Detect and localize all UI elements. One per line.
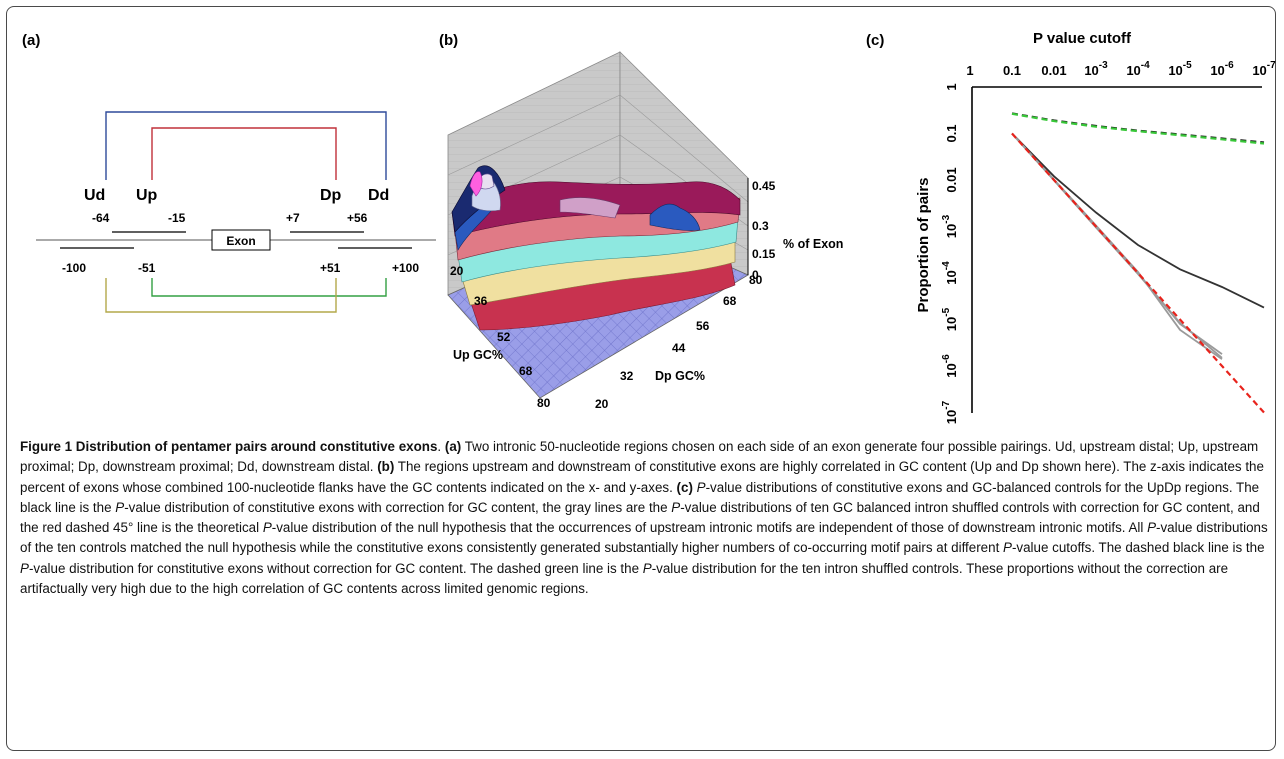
y-tick-label: 10-6 — [941, 354, 959, 378]
caption-segment: P — [642, 560, 652, 576]
bracket-ud-dp — [105, 278, 337, 313]
x-axis-title: P value cutoff — [1033, 30, 1132, 47]
y-tick-label: 0.01 — [944, 167, 959, 192]
x-tick-label: 10-3 — [1084, 60, 1108, 78]
caption-segment: -value distributions of the ten controls… — [20, 520, 1268, 556]
z-tick-3: 0 — [752, 268, 759, 282]
caption-segment: Figure 1 Distribution of pentamer pairs … — [20, 439, 438, 454]
caption-segment: (b) — [377, 459, 395, 475]
y-tick-label: 10-4 — [941, 261, 959, 285]
x-tick-label: 10-7 — [1252, 60, 1276, 78]
caption-segment: -value distributions of constitutive exo… — [20, 479, 1260, 515]
region-dp-label: Dp — [320, 187, 342, 204]
caption-segment: P — [696, 479, 706, 495]
coord-plus-7: +7 — [286, 211, 300, 225]
y-tick-label: 10-5 — [941, 307, 959, 331]
bracket-up-dp — [151, 127, 337, 180]
coord-minus-100: -100 — [62, 261, 86, 275]
panel-b: (b) 0.45 0.3 0.15 0 % of Exon 20 — [439, 32, 843, 411]
dp-axis-label: Dp GC% — [655, 369, 705, 383]
bracket-up-dd — [151, 278, 387, 297]
coord-minus-15: -15 — [168, 211, 186, 225]
panel-b-label: (b) — [439, 32, 458, 49]
x-tick-label: 10-6 — [1210, 60, 1234, 78]
x-tick-label: 10-4 — [1126, 60, 1150, 78]
up-tick-2: 52 — [497, 330, 511, 344]
caption-segment: -value distributions of ten GC balanced … — [20, 499, 1260, 536]
x-tick-label: 10-5 — [1168, 60, 1192, 78]
caption-segment: P — [671, 499, 681, 515]
up-tick-1: 36 — [474, 294, 488, 308]
caption-segment: P — [20, 560, 29, 576]
caption-segment: P — [115, 499, 125, 515]
caption-segment: -value distribution of constitutive exon… — [124, 499, 672, 515]
y-tick-label: 0.1 — [944, 124, 959, 142]
caption-segment: -value distribution for the ten intron s… — [20, 560, 1229, 597]
y-tick-label: 10-7 — [941, 400, 959, 424]
caption-segment: (c) — [676, 479, 693, 495]
x-tick-label: 0.01 — [1041, 63, 1066, 78]
caption-segment: -value cutoffs. The dashed black line is… — [1011, 540, 1265, 556]
dp-tick-3: 44 — [672, 341, 686, 355]
y-axis-ticks: 1 0.1 0.01 10-3 10-4 10-5 10-6 10-7 — [941, 83, 959, 424]
dp-tick-2: 56 — [696, 319, 710, 333]
series-line-0 — [1011, 132, 1265, 309]
coord-plus-51: +51 — [320, 261, 341, 275]
up-tick-4: 80 — [537, 396, 551, 410]
up-tick-3: 68 — [519, 364, 533, 378]
panel-c-label: (c) — [866, 32, 884, 49]
dp-tick-0: 80 — [749, 273, 763, 287]
panel-a: (a) Ud Up Dp Dd -64 -15 +7 +56 Exon -100… — [22, 32, 436, 313]
x-tick-label: 0.1 — [1003, 63, 1021, 78]
x-axis-ticks: 1 0.1 0.01 10-3 10-4 10-5 10-6 10-7 — [966, 60, 1276, 78]
figure-caption: Figure 1 Distribution of pentamer pairs … — [20, 437, 1270, 599]
caption-segment: P — [1003, 540, 1012, 556]
z-tick-2: 0.15 — [752, 247, 776, 261]
up-tick-0: 20 — [450, 264, 464, 278]
caption-segment: Two intronic 50-nucleotide regions chose… — [20, 439, 1259, 475]
series-line-5 — [1011, 112, 1265, 144]
up-axis-label: Up GC% — [453, 348, 503, 362]
coord-plus-56: +56 — [347, 211, 368, 225]
caption-segment: -value distribution for constitutive exo… — [28, 560, 643, 576]
z-tick-0: 0.45 — [752, 179, 776, 193]
z-axis-label: % of Exon — [783, 237, 843, 251]
caption-segment: P — [262, 520, 272, 536]
figure-graphics: (a) Ud Up Dp Dd -64 -15 +7 +56 Exon -100… — [22, 30, 1276, 424]
region-ud-label: Ud — [84, 187, 105, 204]
y-tick-label: 10-3 — [941, 214, 959, 238]
caption-segment: . — [437, 439, 445, 454]
y-axis-title: Proportion of pairs — [915, 178, 932, 313]
caption-segment: (a) — [444, 439, 462, 454]
caption-segment: The regions upstream and downstream of c… — [20, 459, 1264, 495]
dp-tick-1: 68 — [723, 294, 737, 308]
exon-box — [211, 229, 271, 251]
coord-plus-100: +100 — [392, 261, 419, 275]
bracket-ud-dd — [105, 111, 387, 180]
coord-minus-64: -64 — [92, 211, 110, 225]
panel-a-label: (a) — [22, 32, 40, 49]
y-tick-label: 1 — [944, 83, 959, 90]
caption-segment: P — [1147, 520, 1157, 536]
exon-label: Exon — [226, 234, 255, 248]
series-line-4 — [1011, 132, 1265, 414]
region-up-label: Up — [136, 187, 158, 204]
x-tick-label: 1 — [966, 63, 973, 78]
series-line-6 — [1011, 112, 1265, 145]
dp-tick-5: 20 — [595, 397, 609, 411]
coord-minus-51: -51 — [138, 261, 156, 275]
region-dd-label: Dd — [368, 187, 389, 204]
series-layer — [1011, 112, 1265, 414]
dp-tick-4: 32 — [620, 369, 634, 383]
series-line-3 — [1011, 132, 1223, 360]
caption-segment: -value distribution of the null hypothes… — [271, 520, 1148, 536]
panel-c: (c) P value cutoff Proportion of pairs 1… — [866, 30, 1276, 424]
z-tick-1: 0.3 — [752, 219, 769, 233]
